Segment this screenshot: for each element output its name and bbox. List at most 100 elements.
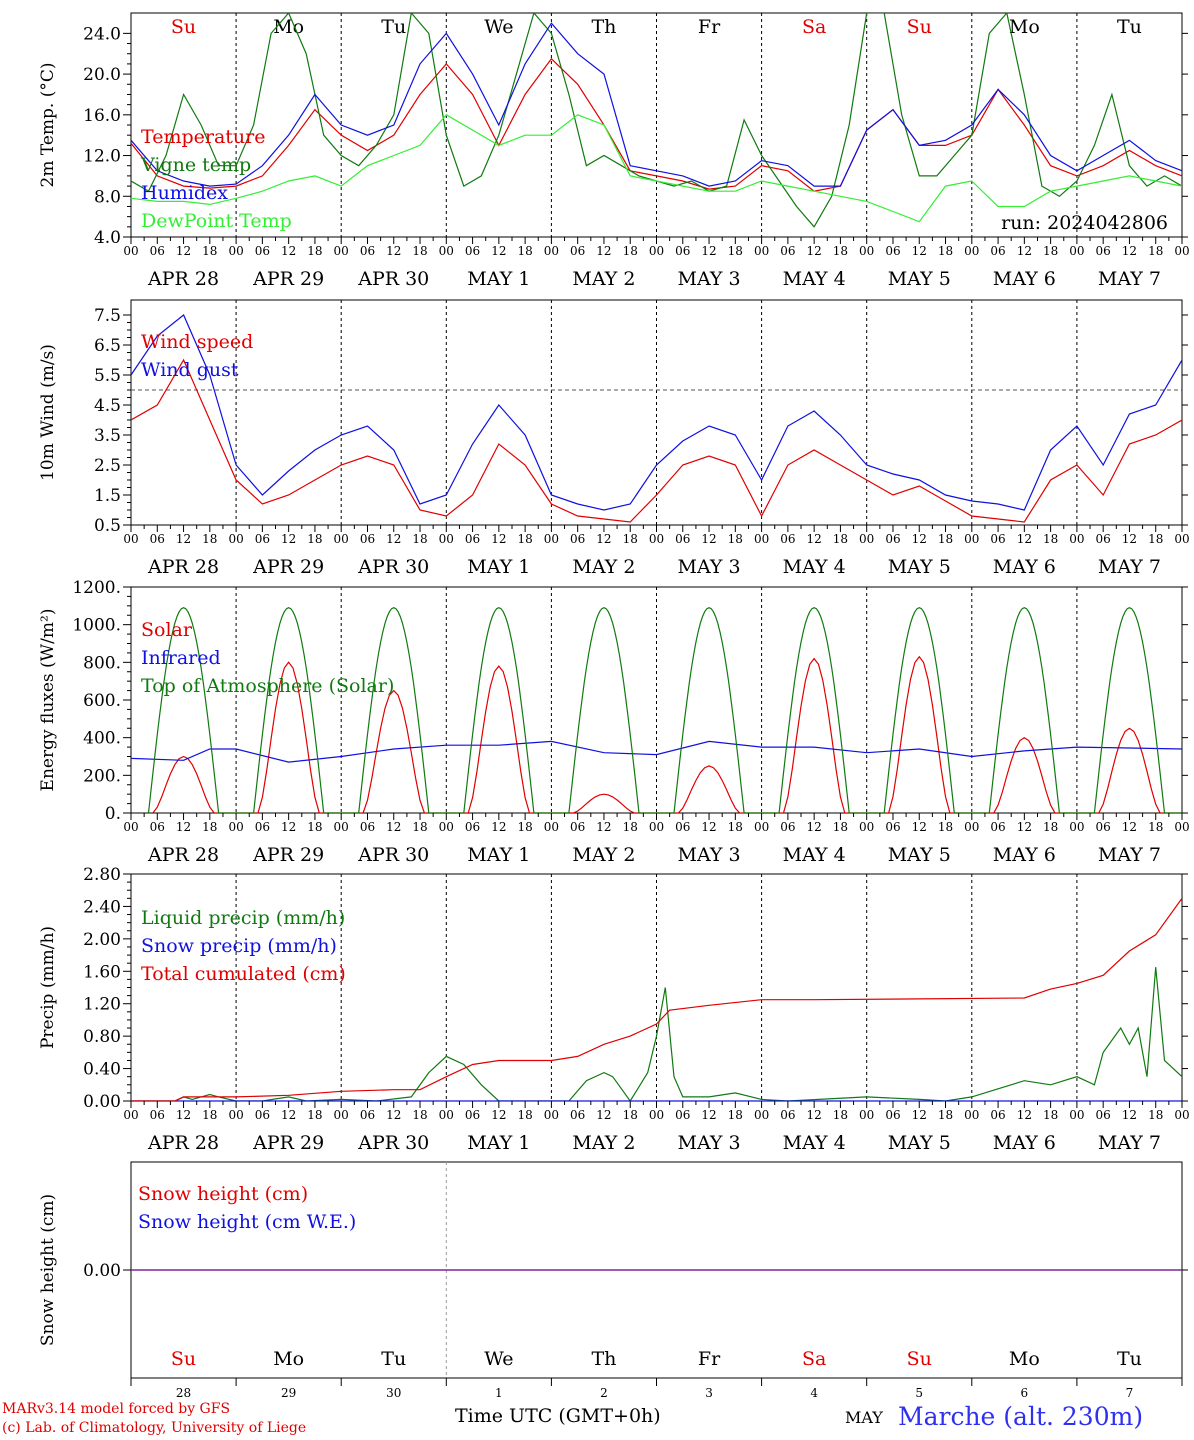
- hour-label: 18: [307, 244, 322, 258]
- hour-label: 00: [228, 820, 243, 834]
- hour-label: 06: [990, 532, 1005, 546]
- hour-label: 00: [964, 532, 979, 546]
- day-number-label: 7: [1126, 1386, 1134, 1400]
- day-label: Tu: [1117, 16, 1142, 38]
- hour-label: 18: [1148, 1108, 1163, 1122]
- hour-label: 18: [517, 532, 532, 546]
- ytick-label: 5.5: [94, 366, 121, 386]
- day-label: Mo: [1009, 16, 1040, 38]
- hour-label: 18: [1148, 244, 1163, 258]
- hour-label: 00: [123, 532, 138, 546]
- hour-label: 12: [912, 532, 927, 546]
- legend-entry: DewPoint Temp: [141, 210, 292, 232]
- hour-label: 06: [1096, 1108, 1111, 1122]
- hour-label: 00: [649, 244, 664, 258]
- hour-label: 06: [360, 1108, 375, 1122]
- hour-label: 18: [1148, 820, 1163, 834]
- date-label: APR 30: [357, 844, 429, 866]
- hour-label: 06: [885, 820, 900, 834]
- ytick-label: 2.40: [83, 897, 121, 917]
- footer-xlabel: Time UTC (GMT+0h): [455, 1405, 661, 1427]
- date-label: MAY 4: [783, 556, 846, 578]
- hour-label: 18: [833, 1108, 848, 1122]
- date-label: MAY 4: [783, 268, 846, 290]
- hour-label: 12: [176, 820, 191, 834]
- hour-label: 00: [964, 244, 979, 258]
- hour-label: 00: [544, 820, 559, 834]
- legend-entry: Wind speed: [141, 331, 253, 353]
- series-layer: [131, 897, 1182, 1101]
- day-label: Sa: [802, 1348, 826, 1370]
- ytick-label: 2.00: [83, 930, 121, 950]
- series-line-3: [131, 114, 1182, 223]
- hour-label: 00: [439, 820, 454, 834]
- hour-label: 06: [465, 532, 480, 546]
- date-label: APR 28: [147, 844, 219, 866]
- hour-label: 18: [202, 1108, 217, 1122]
- hour-label: 12: [281, 532, 296, 546]
- panel-1: 4.0 8.0 12.0 16.0 20.0 24.0 2m Temp. (°C) 00 06 1…: [38, 12, 1190, 290]
- hour-label: 18: [728, 1108, 743, 1122]
- ytick-label: 2.80: [83, 865, 121, 885]
- hour-label: 00: [1174, 532, 1189, 546]
- ytick-label: 200.: [83, 766, 121, 786]
- date-label: APR 29: [252, 556, 324, 578]
- date-label: MAY 6: [993, 556, 1056, 578]
- ytick-label: 800.: [83, 653, 121, 673]
- hour-label: 12: [596, 532, 611, 546]
- hour-label: 06: [990, 1108, 1005, 1122]
- hour-label: 06: [675, 244, 690, 258]
- hour-label: 18: [307, 532, 322, 546]
- hour-label: 06: [780, 532, 795, 546]
- hour-label: 00: [1069, 1108, 1084, 1122]
- hour-label: 06: [990, 244, 1005, 258]
- hour-label: 18: [202, 532, 217, 546]
- series-line-0: [152, 655, 1182, 813]
- legend-entry: Solar: [141, 619, 193, 641]
- ytick-label: 4.0: [94, 228, 121, 248]
- panel-4: 0.00 0.40 0.80 1.20 1.60 2.00 2.40 2.80 Precip (…: [38, 865, 1190, 1154]
- day-label: Th: [591, 16, 616, 38]
- day-number-label: 1: [495, 1386, 503, 1400]
- hour-label: 06: [150, 532, 165, 546]
- hour-label: 18: [412, 532, 427, 546]
- hour-label: 00: [1174, 820, 1189, 834]
- hour-label: 12: [491, 244, 506, 258]
- day-number-label: 30: [386, 1386, 401, 1400]
- day-label: Tu: [381, 16, 406, 38]
- day-label: Fr: [698, 1348, 721, 1370]
- date-label: MAY 1: [467, 268, 530, 290]
- hour-label: 00: [334, 244, 349, 258]
- hour-label: 06: [885, 244, 900, 258]
- hour-label: 12: [281, 1108, 296, 1122]
- day-number-label: 28: [176, 1386, 191, 1400]
- hour-label: 12: [701, 1108, 716, 1122]
- date-label: MAY 7: [1098, 1132, 1161, 1154]
- hour-label: 12: [1017, 820, 1032, 834]
- hour-label: 18: [623, 244, 638, 258]
- date-label: APR 29: [252, 268, 324, 290]
- series-layer: [131, 13, 1182, 228]
- day-number-label: 6: [1021, 1386, 1029, 1400]
- hour-label: 06: [360, 820, 375, 834]
- legend-entry: Snow precip (mm/h): [141, 935, 337, 957]
- date-label: MAY 1: [467, 1132, 530, 1154]
- legend-entry: Snow height (cm W.E.): [138, 1211, 356, 1233]
- hour-label: 00: [754, 820, 769, 834]
- hour-label: 18: [728, 244, 743, 258]
- ytick-label: 3.5: [94, 426, 121, 446]
- hour-label: 00: [964, 820, 979, 834]
- legend-entry: Infrared: [141, 647, 221, 669]
- date-label: APR 30: [357, 556, 429, 578]
- date-label: MAY 3: [678, 1132, 741, 1154]
- date-label: MAY 5: [888, 268, 951, 290]
- run-label: run: 2024042806: [1001, 212, 1168, 234]
- series-line-2: [131, 22, 1182, 187]
- hour-label: 18: [728, 820, 743, 834]
- panel-3: 0. 200. 400. 600. 800. 1000. 1200. Energy fluxe…: [38, 578, 1190, 866]
- hour-label: 12: [281, 820, 296, 834]
- day-number-label: 3: [705, 1386, 713, 1400]
- hour-label: 18: [517, 820, 532, 834]
- ytick-label: 600.: [83, 691, 121, 711]
- hour-label: 18: [517, 1108, 532, 1122]
